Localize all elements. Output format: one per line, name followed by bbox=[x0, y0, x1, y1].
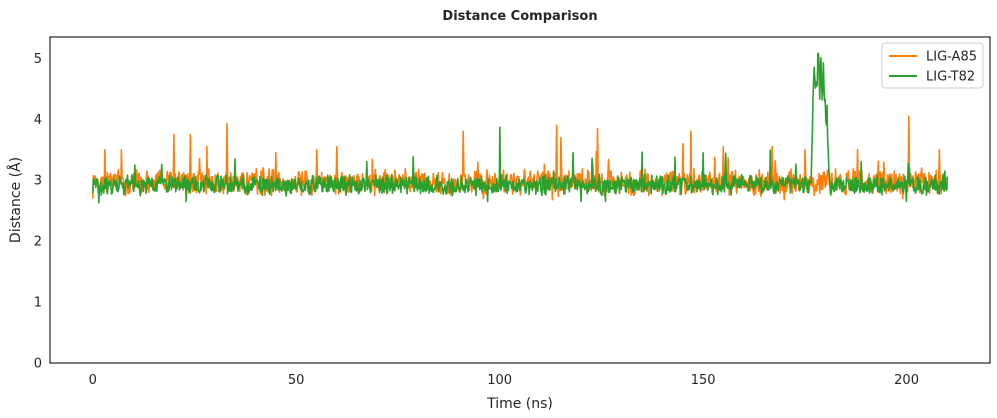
y-tick-label: 4 bbox=[34, 113, 42, 128]
x-tick-label: 0 bbox=[89, 373, 97, 388]
series-layer bbox=[91, 52, 949, 204]
legend-label-lig-a85: LIG-A85 bbox=[926, 50, 977, 65]
y-axis-ticks: 0 1 2 3 4 5 bbox=[34, 52, 42, 372]
y-tick-label: 2 bbox=[34, 235, 42, 250]
y-tick-label: 5 bbox=[34, 52, 42, 67]
y-axis-label: Distance (Å) bbox=[7, 157, 24, 243]
y-tick-label: 0 bbox=[34, 357, 42, 372]
y-tick-label: 1 bbox=[34, 296, 42, 311]
x-tick-label: 100 bbox=[487, 373, 512, 388]
y-tick-label: 3 bbox=[34, 174, 42, 189]
x-tick-label: 200 bbox=[894, 373, 919, 388]
series-line-lig-t82 bbox=[91, 52, 949, 204]
chart-title: Distance Comparison bbox=[442, 9, 597, 24]
x-tick-label: 50 bbox=[288, 373, 305, 388]
x-axis-label: Time (ns) bbox=[486, 396, 553, 412]
legend-label-lig-t82: LIG-T82 bbox=[926, 70, 975, 85]
plot-area bbox=[49, 36, 991, 364]
legend: LIG-A85 LIG-T82 bbox=[881, 42, 984, 89]
x-tick-label: 150 bbox=[691, 373, 716, 388]
x-axis-ticks: 0 50 100 150 200 bbox=[89, 373, 919, 388]
